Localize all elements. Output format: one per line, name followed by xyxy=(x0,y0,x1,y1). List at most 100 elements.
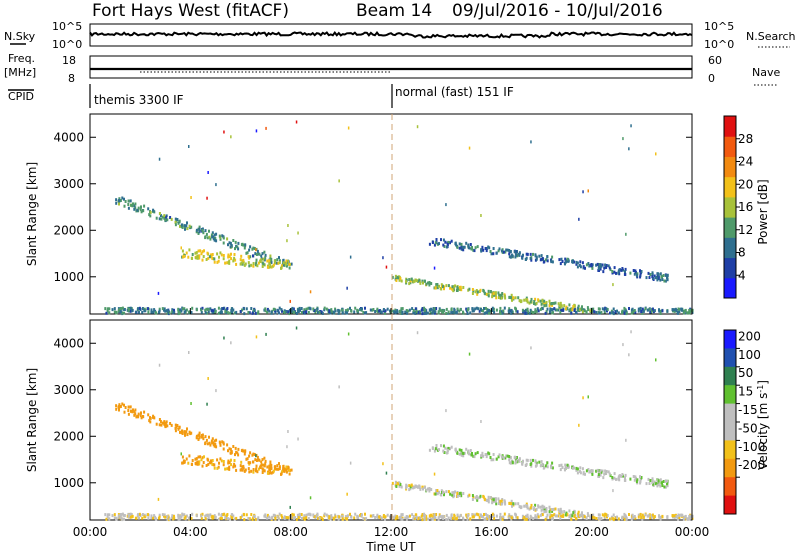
echo-cell xyxy=(354,512,357,516)
echo-cell xyxy=(123,197,125,201)
echo-cell xyxy=(380,516,383,520)
echo-cell xyxy=(474,246,477,250)
echo-cell xyxy=(484,306,487,310)
echo-cell xyxy=(447,310,450,314)
echo-cell xyxy=(608,472,611,476)
echo-cell xyxy=(134,202,137,206)
echo-cell xyxy=(185,251,188,255)
echo-cell xyxy=(334,307,337,311)
echo-cell xyxy=(575,262,578,266)
echo-cell xyxy=(396,516,399,520)
echo-cell xyxy=(618,474,621,478)
echo-cell xyxy=(545,303,548,307)
echo-cell xyxy=(227,253,230,257)
echo-cell xyxy=(215,438,218,442)
echo-cell xyxy=(251,453,254,457)
echo-cell xyxy=(521,256,524,260)
echo-cell xyxy=(237,247,240,251)
echo-cell xyxy=(545,301,548,304)
echo-cell xyxy=(205,517,208,521)
echo-cell xyxy=(455,517,458,521)
echo-cell xyxy=(205,311,208,315)
echo-cell xyxy=(541,307,544,311)
echo-cell xyxy=(512,502,515,506)
echo-cell xyxy=(204,236,207,240)
echo-cell xyxy=(639,272,642,276)
nsky-panel: N.Sky 10^5 10^0 10^5 10^0 N.Search xyxy=(4,20,796,51)
echo-cell xyxy=(636,478,639,482)
echo-cell xyxy=(247,255,250,259)
echo-cell xyxy=(659,515,662,519)
echo-cell xyxy=(634,310,637,314)
echo-cell xyxy=(105,517,108,521)
echo-cell xyxy=(433,513,436,517)
echo-cell xyxy=(433,449,436,453)
range-tick-label: 1000 xyxy=(53,476,84,490)
echo-cell xyxy=(399,277,402,280)
echo-cell xyxy=(530,346,532,350)
echo-cell xyxy=(223,336,225,340)
echo-cell xyxy=(466,518,469,521)
echo-cell xyxy=(535,255,538,259)
echo-cell xyxy=(280,308,283,312)
echo-cell xyxy=(633,478,636,482)
echo-cell xyxy=(534,460,537,464)
echo-cell xyxy=(469,449,472,452)
echo-cell xyxy=(212,309,215,313)
echo-cell xyxy=(227,449,229,453)
echo-cell xyxy=(243,246,246,250)
echo-cell xyxy=(173,308,175,312)
echo-cell xyxy=(242,464,245,468)
echo-cell xyxy=(654,276,657,280)
echo-cell xyxy=(499,499,502,503)
echo-cell xyxy=(166,218,169,222)
echo-cell xyxy=(190,196,192,199)
echo-cell xyxy=(166,517,169,521)
echo-cell xyxy=(207,256,210,260)
echo-cell xyxy=(575,466,578,470)
echo-cell xyxy=(603,516,606,520)
echo-cell xyxy=(446,243,449,246)
echo-cell xyxy=(597,268,600,272)
echo-cell xyxy=(228,241,231,245)
echo-cell xyxy=(491,295,494,299)
echo-cell xyxy=(341,514,344,518)
echo-cell xyxy=(592,513,595,517)
echo-cell xyxy=(438,448,440,452)
echo-cell xyxy=(428,281,431,284)
echo-cell xyxy=(207,516,210,520)
echo-cell xyxy=(549,302,551,306)
echo-cell xyxy=(171,308,174,312)
echo-cell xyxy=(264,253,267,257)
echo-cell xyxy=(462,248,465,252)
echo-cell xyxy=(314,310,317,314)
echo-cell xyxy=(642,515,645,519)
echo-cell xyxy=(211,437,214,441)
echo-cell xyxy=(186,427,188,431)
echo-cell xyxy=(209,459,212,463)
echo-cell xyxy=(505,454,508,458)
echo-cell xyxy=(546,259,549,263)
echo-cell xyxy=(492,247,495,250)
echo-cell xyxy=(115,310,118,314)
echo-cell xyxy=(664,279,667,283)
colorbar-tick-label: 20 xyxy=(738,177,753,191)
echo-cell xyxy=(494,497,497,501)
echo-cell xyxy=(150,514,153,518)
echo-cell xyxy=(108,517,111,521)
echo-cell xyxy=(428,283,431,287)
echo-cell xyxy=(287,430,289,433)
echo-cell xyxy=(620,268,623,272)
echo-cell xyxy=(270,466,273,470)
echo-cell xyxy=(564,307,567,311)
echo-cell xyxy=(640,476,643,479)
echo-cell xyxy=(518,299,521,303)
echo-cell xyxy=(497,291,500,295)
echo-cell xyxy=(576,471,579,475)
echo-cell xyxy=(615,271,617,275)
echo-cell xyxy=(232,308,235,312)
echo-cell xyxy=(202,231,205,235)
echo-cell xyxy=(372,514,375,517)
echo-cell xyxy=(508,458,511,462)
echo-cell xyxy=(329,311,332,315)
